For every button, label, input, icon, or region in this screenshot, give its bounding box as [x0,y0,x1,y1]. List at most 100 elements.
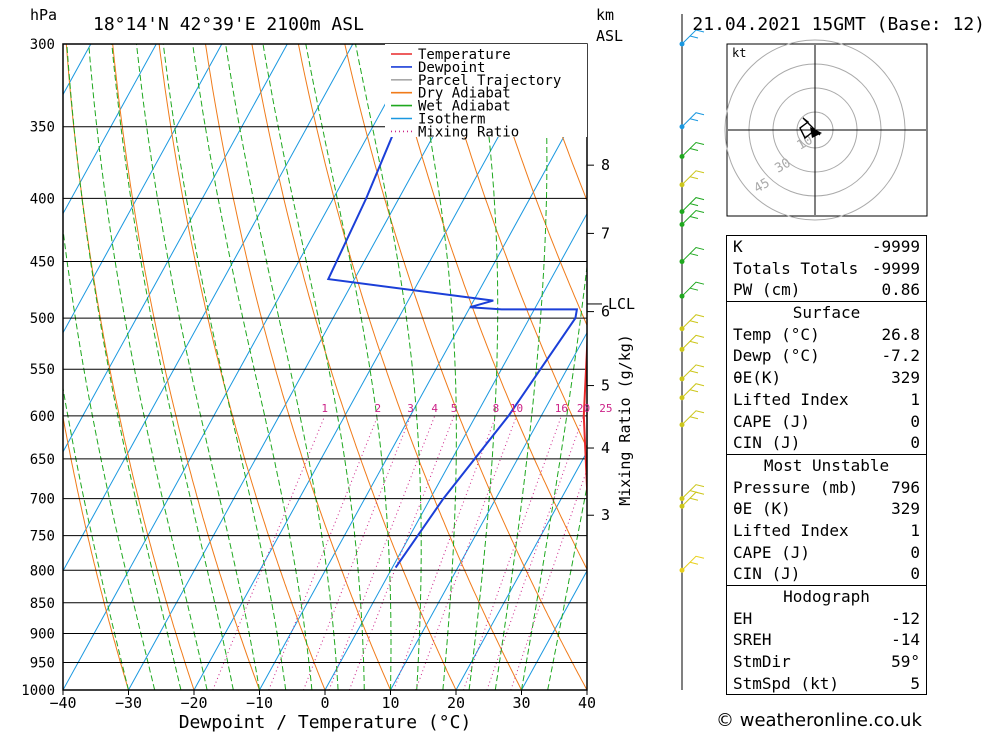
legend-label: Dry Adiabat [418,86,511,102]
y-tick-label: 800 [30,563,55,579]
storm-motion-marker [810,127,822,138]
isotherm-line [63,44,419,690]
wind-barb-icon [681,334,705,350]
mixing-ratio-tick-label: 10 [510,402,523,415]
mixing-ratio-axis-title: Mixing Ratio (g/kg) [616,334,634,506]
wind-barb-icon [681,410,705,426]
wet-adiabat-line [305,44,392,690]
isotherm-line [521,569,587,690]
surface-dewp-row: Dewp (°C) -7.2 [733,346,920,366]
wet-adiabat-line [225,44,339,690]
legend-label: Mixing Ratio [418,124,519,140]
x-tick-label: 20 [447,694,465,712]
sreh-row: SREH -14 [733,630,920,650]
x-tick-label: −20 [180,694,207,712]
dry-adiabat-line [297,44,522,690]
dry-adiabat-line [483,44,587,327]
mixing-ratio-tick-label: 25 [599,402,612,415]
isotherm-line [128,44,485,690]
km-tick-label: 5 [601,377,610,395]
dry-adiabat-line [158,44,326,690]
y-tick-label: 300 [30,37,55,53]
x-axis-title: Dewpoint / Temperature (°C) [179,712,472,733]
legend-label: Temperature [418,47,511,63]
mixing-ratio-tick-label: 16 [555,402,568,415]
eh-row: EH -12 [733,608,920,628]
isotherm-line [390,331,587,690]
wind-barb-icon [681,29,705,45]
mixing-ratio-line [393,415,497,690]
isotherm-line [63,44,157,215]
mixing-ratio-tick-label: 8 [493,402,500,415]
y-tick-label: 600 [30,409,55,425]
hodograph-box: Hodograph EH -12 SREH -14 StmDir 59° StmSpd… [726,586,927,696]
dewpoint-line [326,44,579,569]
mixing-ratio-tick-label: 20 [577,402,590,415]
y-tick-label: 350 [30,120,55,136]
y-tick-label: 750 [30,529,55,545]
dry-adiabat-line [390,44,587,571]
y-tick-label: 550 [30,362,55,378]
most-unstable-title: Most Unstable [763,455,890,475]
mu-cape-row: CAPE (J) 0 [733,542,920,562]
wet-adiabat-line [63,226,156,690]
surface-theta-row: θE(K) 329 [733,368,920,388]
k-index-row: K -9999 [733,237,920,256]
mixing-ratio-tick-label: 5 [451,402,458,415]
km-unit: km [596,6,614,24]
location-title: 18°14'N 42°39'E 2100m ASL [93,14,364,35]
mu-pressure-row: Pressure (mb) 796 [733,477,920,497]
totals-row: Totals Totals -9999 [733,258,920,278]
general-indices-box: K -9999 Totals Totals -9999 PW (cm) 0.86 [726,235,927,303]
wet-adiabat-line [412,44,457,690]
mixing-ratio-line [303,415,412,690]
y-tick-label: 1000 [21,683,55,699]
legend-label: Wet Adiabat [418,99,511,115]
wet-adiabat-line [547,483,587,690]
surface-cin-row: CIN (J) 0 [733,433,920,453]
x-tick-label: 40 [578,694,596,712]
legend-label: Dewpoint [418,60,485,76]
wind-barb-icon [681,247,705,262]
mixing-ratio-tick-label: 2 [374,402,381,415]
mixing-ratio-line [348,415,455,690]
copyright-link[interactable]: © weatheronline.co.uk [716,710,922,731]
mixing-ratio-tick-label: 3 [407,402,414,415]
stmspd-row: StmSpd (kt) 5 [733,673,920,693]
wet-adiabat-line [494,44,548,690]
wind-barb-icon [681,170,705,186]
hodograph-unit: kt [732,46,746,60]
y-tick-label: 400 [30,191,55,207]
wet-adiabat-line [468,44,499,690]
wet-adiabat-line [262,44,365,690]
wind-barb-icon [681,112,705,128]
mixing-ratio-line [268,415,379,690]
isotherm-line [259,93,587,690]
x-tick-label: 30 [512,694,530,712]
dry-adiabat-line [63,414,129,690]
wind-barb-icon [681,197,705,212]
surface-temp-row: Temp (°C) 26.8 [733,324,920,344]
mu-theta-row: θE (K) 329 [733,499,920,519]
y-axis-unit: hPa [30,6,57,24]
wind-barb-icon [681,281,705,297]
mixing-ratio-line [510,468,587,690]
legend-label: Isotherm [418,112,485,128]
y-tick-label: 650 [30,452,55,468]
y-tick-label: 950 [30,655,55,671]
dry-adiabat-line [65,44,195,690]
km-tick-label: 3 [601,506,610,524]
wind-barb-icon [681,364,705,380]
isotherm-line [193,44,550,690]
wind-barb-icon [681,491,705,507]
y-tick-label: 500 [30,311,55,327]
wet-adiabat-line [521,262,587,690]
x-tick-label: −40 [49,694,76,712]
km-tick-label: 8 [601,156,610,174]
km-tick-label: 4 [601,439,610,457]
wind-barb-icon [681,383,705,399]
lcl-label: LCL [608,295,635,313]
dry-adiabat-line [204,44,391,690]
wind-barb-icon [681,314,705,330]
